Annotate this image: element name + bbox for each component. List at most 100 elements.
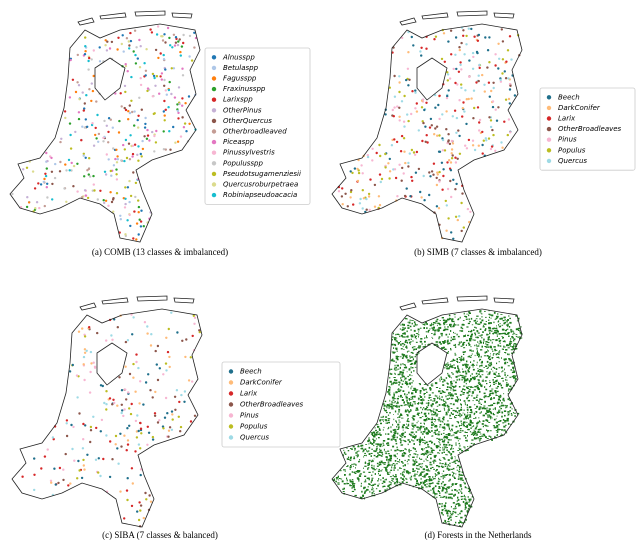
forest-patch bbox=[470, 411, 473, 414]
forest-patch bbox=[505, 320, 508, 322]
forest-patch bbox=[479, 390, 481, 393]
sample-point bbox=[452, 178, 455, 181]
forest-patch bbox=[390, 482, 392, 484]
forest-patch bbox=[479, 328, 482, 330]
sample-point bbox=[128, 44, 131, 47]
forest-patch bbox=[463, 341, 466, 343]
forest-patch bbox=[398, 411, 400, 413]
forest-patch bbox=[412, 463, 415, 466]
forest-patch bbox=[487, 412, 489, 413]
forest-patch bbox=[478, 335, 480, 337]
forest-patch bbox=[493, 384, 496, 385]
forest-patch bbox=[497, 344, 499, 347]
forest-patch bbox=[462, 393, 465, 395]
forest-patch bbox=[393, 414, 394, 415]
forest-patch bbox=[444, 348, 446, 350]
forest-patch bbox=[450, 428, 453, 431]
forest-patch bbox=[406, 371, 408, 373]
sample-point bbox=[371, 147, 374, 150]
forest-patch bbox=[450, 395, 452, 397]
forest-patch bbox=[446, 512, 449, 514]
forest-patch bbox=[502, 336, 504, 339]
sample-point bbox=[478, 121, 481, 124]
sample-point bbox=[391, 108, 394, 112]
forest-patch bbox=[483, 341, 484, 344]
forest-patch bbox=[420, 399, 423, 401]
forest-patch bbox=[391, 400, 393, 403]
forest-patch bbox=[471, 386, 474, 388]
sample-point bbox=[462, 34, 465, 37]
forest-patch bbox=[451, 424, 454, 427]
forest-patch bbox=[458, 409, 461, 412]
forest-patch bbox=[404, 393, 406, 395]
sample-point bbox=[92, 174, 95, 178]
sample-point bbox=[83, 126, 87, 129]
forest-patch bbox=[419, 436, 421, 439]
sample-point bbox=[54, 162, 57, 166]
forest-patch bbox=[478, 420, 480, 423]
forest-patch bbox=[465, 437, 467, 439]
sample-point bbox=[73, 459, 76, 462]
forest-patch bbox=[373, 435, 376, 438]
sample-point bbox=[164, 41, 167, 44]
forest-patch bbox=[409, 384, 411, 385]
forest-patch bbox=[397, 423, 400, 426]
sample-point bbox=[115, 161, 119, 164]
sample-point bbox=[407, 51, 410, 54]
forest-patch bbox=[399, 371, 402, 374]
forest-patch bbox=[361, 447, 364, 450]
forest-patch bbox=[458, 466, 461, 469]
forest-patch bbox=[338, 479, 340, 481]
sample-point bbox=[25, 166, 29, 169]
sample-point bbox=[97, 457, 101, 460]
forest-patch bbox=[499, 323, 501, 325]
sample-point bbox=[400, 179, 403, 182]
forest-patch bbox=[504, 362, 507, 365]
forest-patch bbox=[412, 468, 414, 470]
forest-patch bbox=[407, 386, 409, 388]
forest-patch bbox=[343, 449, 345, 451]
forest-patch bbox=[444, 326, 446, 328]
forest-patch bbox=[386, 443, 388, 445]
forest-patch bbox=[359, 496, 362, 499]
forest-patch bbox=[458, 341, 460, 344]
sample-point bbox=[174, 36, 178, 39]
forest-patch bbox=[437, 397, 438, 400]
sample-point bbox=[375, 151, 378, 155]
forest-patch bbox=[371, 474, 373, 476]
forest-patch bbox=[506, 379, 508, 381]
forest-patch bbox=[395, 361, 397, 363]
forest-patch bbox=[446, 382, 449, 384]
forest-patch bbox=[444, 363, 446, 366]
sample-point bbox=[130, 402, 133, 406]
forest-patch bbox=[452, 320, 455, 323]
forest-patch bbox=[372, 471, 374, 473]
sample-point bbox=[132, 171, 135, 174]
sample-point bbox=[430, 124, 433, 127]
forest-patch bbox=[481, 319, 484, 322]
forest-patch bbox=[477, 332, 480, 334]
forest-patch bbox=[477, 373, 480, 375]
sample-point bbox=[131, 155, 134, 158]
sample-point bbox=[151, 435, 155, 439]
forest-patch bbox=[453, 344, 455, 346]
sample-point bbox=[125, 398, 128, 401]
forest-patch bbox=[468, 506, 471, 508]
forest-patch bbox=[429, 453, 432, 455]
forest-patch bbox=[432, 476, 434, 478]
sample-point bbox=[154, 349, 157, 353]
forest-patch bbox=[458, 368, 460, 370]
forest-patch bbox=[463, 385, 466, 387]
sample-point bbox=[126, 427, 129, 430]
forest-patch bbox=[392, 437, 394, 439]
forest-patch bbox=[408, 321, 411, 324]
sample-point bbox=[51, 436, 55, 439]
sample-point bbox=[93, 366, 97, 369]
forest-patch bbox=[439, 320, 441, 321]
forest-patch bbox=[419, 466, 421, 468]
forest-patch bbox=[464, 315, 466, 317]
forest-patch bbox=[394, 439, 397, 441]
sample-point bbox=[341, 187, 344, 190]
forest-patch bbox=[418, 350, 420, 352]
sample-point bbox=[94, 133, 97, 137]
